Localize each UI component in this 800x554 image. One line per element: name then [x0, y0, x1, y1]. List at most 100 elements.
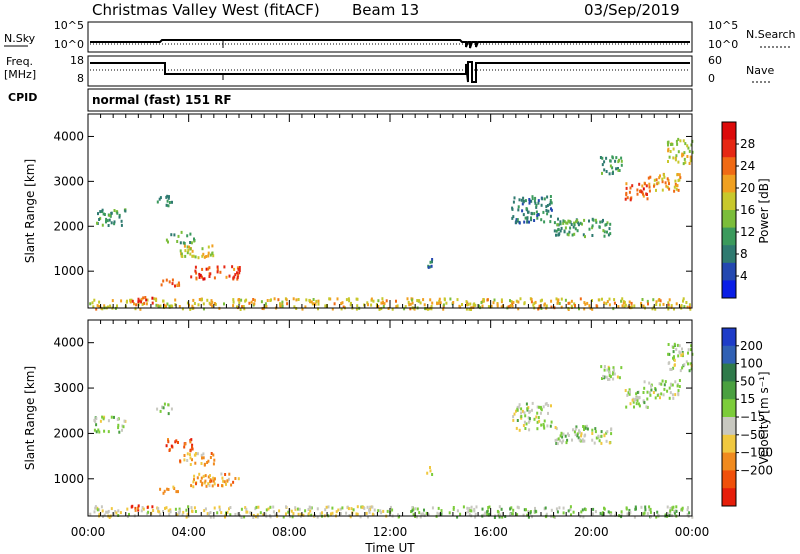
- power-cell-region-9: [511, 207, 514, 211]
- velocity-cell-region-2: [122, 425, 125, 429]
- velocity-cell-region-1: [629, 511, 632, 514]
- power-cell-region-0: [545, 304, 548, 308]
- power-cell-region-0: [406, 297, 409, 301]
- velocity-cell-region-13: [646, 390, 649, 394]
- velocity-cell-region-6: [237, 477, 240, 481]
- velocity-cell-region-1: [501, 515, 504, 519]
- power-cell-region-9: [530, 216, 532, 220]
- velocity-cell-region-5: [201, 456, 203, 460]
- velocity-cell-region-0: [366, 505, 369, 509]
- velocity-cell-region-0: [100, 505, 103, 509]
- power-scale-label: Power [dB]: [757, 178, 771, 243]
- power-cell-region-0: [411, 298, 413, 302]
- velocity-cell-region-6: [208, 484, 211, 488]
- power-cell-region-0: [511, 305, 514, 308]
- power-cell-region-13: [661, 180, 664, 184]
- velocity-cell-region-5: [200, 453, 203, 457]
- power-cell-region-0: [129, 298, 132, 302]
- power-cell-region-9: [533, 199, 536, 203]
- power-cell-region-4: [186, 251, 189, 255]
- power-cell-region-14: [688, 149, 691, 153]
- velocity-cell-region-3: [162, 406, 165, 410]
- velocity-cell-region-14: [678, 379, 681, 382]
- velocity-cell-region-1: [456, 509, 459, 513]
- velocity-cell-region-14: [663, 387, 666, 391]
- power-cell-region-10: [591, 226, 594, 230]
- velocity-cell-region-14: [656, 393, 659, 397]
- power-cell-region-11: [617, 160, 620, 164]
- velocity-cell-region-14: [668, 386, 671, 390]
- velocity-cell-region-11: [583, 439, 586, 443]
- velocity-cell-region-0: [379, 509, 382, 513]
- velocity-cell-region-0: [141, 506, 144, 509]
- velocity-cell-region-1: [649, 515, 652, 519]
- velocity-cell-region-0: [309, 509, 312, 513]
- velocity-cell-region-10: [542, 405, 545, 409]
- power-cell-region-13: [668, 182, 670, 186]
- velocity-cell-region-12: [612, 370, 615, 374]
- power-cell-region-0: [396, 304, 399, 308]
- power-cell-region-0: [633, 304, 636, 308]
- power-cell-region-9: [540, 203, 543, 207]
- velocity-cell-region-11: [610, 432, 613, 436]
- velocity-cell-region-0: [203, 509, 206, 513]
- power-cell-region-0: [380, 301, 383, 305]
- velocity-cell-region-10: [543, 426, 546, 430]
- power-cell-region-0: [93, 298, 96, 302]
- power-cell-region-1: [113, 222, 116, 226]
- power-cell-region-9: [530, 211, 533, 215]
- velocity-cell-region-10: [540, 407, 543, 411]
- velocity-cell-region-13: [646, 397, 649, 401]
- power-cell-region-4: [212, 254, 215, 258]
- velocity-cell-region-11: [581, 438, 584, 442]
- power-cell-region-12: [636, 188, 639, 192]
- velocity-cell-region-0: [339, 507, 342, 511]
- power-cell-region-0: [429, 298, 432, 302]
- power-cell-region-0: [601, 297, 603, 301]
- power-cell-region-5: [238, 271, 241, 275]
- velocity-cell-region-0: [98, 508, 101, 512]
- power-cell-region-6: [171, 278, 174, 282]
- velocity-cell-region-0: [209, 511, 212, 514]
- velocity-cell-region-7: [177, 490, 179, 494]
- velocity-scale-tick-label: 15: [740, 392, 755, 406]
- velocity-cell-region-13: [645, 405, 648, 409]
- velocity-cell-region-10: [531, 401, 534, 405]
- velocity-cell-region-6: [204, 479, 207, 483]
- velocity-cell-region-10: [531, 408, 533, 412]
- power-cell-region-9: [534, 196, 537, 200]
- power-cell-region-10: [566, 221, 569, 225]
- power-cell-region-0: [409, 307, 412, 311]
- velocity-cell-region-15: [681, 351, 684, 354]
- velocity-cell-region-5: [179, 459, 182, 463]
- velocity-cell-region-1: [607, 510, 610, 514]
- velocity-cell-region-2: [121, 428, 123, 432]
- velocity-heatmap: [89, 342, 694, 519]
- power-cell-region-12: [642, 192, 644, 196]
- velocity-cell-region-6: [228, 472, 231, 476]
- velocity-cell-region-0: [252, 516, 255, 519]
- power-cell-region-0: [315, 299, 318, 303]
- velocity-cell-region-0: [93, 510, 96, 514]
- power-cell-region-0: [342, 305, 345, 309]
- velocity-cell-region-14: [660, 382, 663, 386]
- velocity-cell-region-6: [198, 472, 201, 476]
- velocity-cell-region-6: [226, 479, 229, 483]
- power-cell-region-0: [297, 298, 300, 301]
- power-cell-region-12: [631, 184, 634, 188]
- velocity-cell-region-0: [249, 511, 252, 515]
- power-cell-region-0: [560, 305, 563, 309]
- y-tick-label: 1000: [53, 264, 84, 278]
- velocity-cell-region-10: [522, 424, 525, 427]
- velocity-cell-region-10: [525, 422, 528, 426]
- velocity-cell-region-10: [518, 403, 521, 407]
- velocity-cell-region-8: [137, 504, 140, 508]
- power-cell-region-9: [540, 218, 543, 222]
- velocity-cell-region-10: [538, 419, 541, 423]
- power-cell-region-0: [250, 300, 253, 304]
- power-cell-region-9: [546, 195, 549, 199]
- velocity-cell-region-0: [234, 512, 237, 516]
- velocity-colorbar-step: [722, 345, 736, 365]
- power-cell-region-2: [168, 195, 170, 199]
- velocity-cell-region-10: [524, 414, 527, 418]
